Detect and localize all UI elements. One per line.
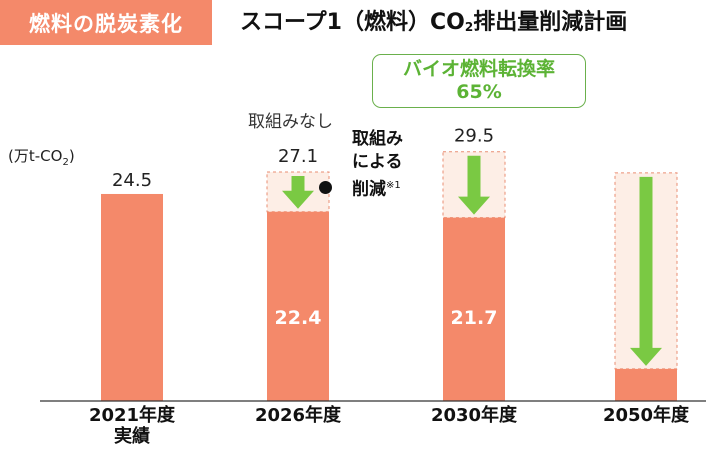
x-tick-label-0: 2021年度 実績 (72, 405, 192, 447)
inside-value-label-2: 21.7 (451, 307, 498, 329)
x-tick-label-1-line-0: 2026年度 (254, 405, 342, 426)
emission-bar-2 (443, 217, 505, 401)
bio-fuel-callout: バイオ燃料転換率 65% (372, 54, 586, 108)
reduction-arrow-1 (282, 176, 314, 209)
title-post: 排出量削減計画 (473, 10, 628, 35)
bio-fuel-label: バイオ燃料転換率 (402, 58, 555, 80)
unit-label: (万t-CO2) (8, 145, 75, 168)
emission-bar-0 (101, 193, 163, 401)
top-value-label-0: 24.5 (112, 170, 152, 191)
x-tick-label-3: 2050年度 (586, 405, 706, 426)
x-tick-label-2-line-0: 2030年度 (430, 405, 518, 426)
callout-dot (319, 181, 332, 194)
reduction-line-2: による (352, 152, 403, 172)
emission-bar-1 (267, 211, 329, 401)
title-sub: 2 (464, 20, 474, 34)
unit-pre: (万t-CO (8, 147, 63, 165)
top-value-label-1: 27.1 (278, 146, 318, 167)
emission-bar-3 (615, 368, 677, 401)
reduction-arrow-3 (630, 176, 662, 366)
no-action-annotation: 取組みなし (248, 112, 333, 132)
reduction-footnote-mark: ※1 (386, 180, 401, 191)
x-tick-label-0-line-1: 実績 (114, 426, 150, 447)
title-pre: スコープ1（燃料）CO (240, 10, 465, 35)
x-tick-label-0-line-0: 2021年度 (88, 405, 176, 426)
reduction-arrow-2 (458, 155, 490, 215)
unit-sub: 2 (62, 157, 69, 168)
section-tag: 燃料の脱炭素化 (0, 0, 212, 45)
inside-value-label-1: 22.4 (275, 307, 322, 329)
bio-fuel-rate: 65% (456, 81, 502, 103)
x-tick-label-1: 2026年度 (238, 405, 358, 426)
unit-post: ) (68, 147, 75, 165)
chart-title: スコープ1（燃料）CO2排出量削減計画 (240, 6, 627, 40)
x-tick-label-2: 2030年度 (414, 405, 534, 426)
reduction-line-3: 削減 (352, 179, 386, 200)
x-tick-label-3-line-0: 2050年度 (602, 405, 690, 426)
reduction-line-1: 取組み (352, 129, 403, 149)
top-value-label-2: 29.5 (454, 126, 494, 147)
reduction-annotation: 取組み による 削減※1 (352, 128, 403, 202)
